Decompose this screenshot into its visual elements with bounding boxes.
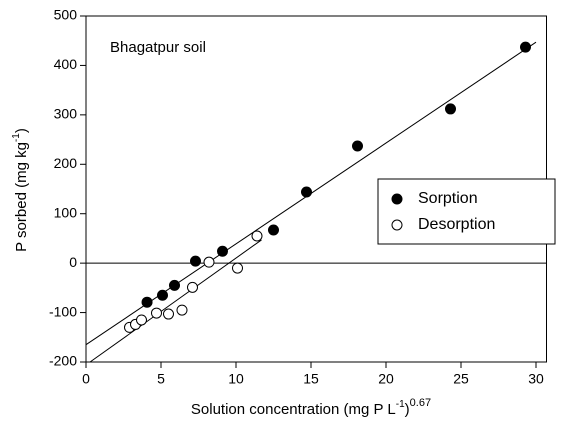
point bbox=[301, 186, 312, 198]
point bbox=[352, 140, 363, 152]
x-tick-label: 10 bbox=[228, 371, 244, 387]
point bbox=[232, 262, 243, 274]
x-tick-label: 0 bbox=[82, 371, 90, 387]
x-label-close: ) bbox=[405, 401, 410, 418]
y-axis-label: P sorbed (mg kg-1) bbox=[11, 128, 30, 252]
point bbox=[203, 256, 215, 268]
x-tick-label: 30 bbox=[528, 371, 544, 387]
y-tick-label: 0 bbox=[69, 254, 77, 270]
point bbox=[520, 41, 531, 53]
point bbox=[176, 304, 188, 316]
x-label-exp: 0.67 bbox=[410, 397, 431, 409]
fit-line bbox=[89, 239, 262, 363]
y-tick-label: 400 bbox=[54, 56, 78, 72]
y-tick-label: -100 bbox=[49, 303, 77, 319]
legend-label: Sorption bbox=[418, 190, 478, 207]
legend-label: Desorption bbox=[418, 216, 495, 233]
y-tick-label: 500 bbox=[54, 7, 78, 23]
annotation: Bhagatpur soil bbox=[110, 39, 206, 56]
y-label-sup: -1 bbox=[11, 133, 22, 142]
point bbox=[169, 279, 180, 291]
y-label-text: P sorbed (mg kg bbox=[13, 142, 30, 252]
point bbox=[151, 307, 162, 319]
x-tick-label: 5 bbox=[157, 371, 165, 387]
x-label-text: Solution concentration (mg P L bbox=[191, 401, 396, 418]
x-tick-label: 20 bbox=[378, 371, 394, 387]
point bbox=[445, 103, 456, 115]
point bbox=[136, 314, 147, 326]
point bbox=[268, 224, 279, 236]
x-label-sup: -1 bbox=[396, 399, 405, 410]
legend-marker bbox=[391, 219, 403, 231]
y-tick-label: 200 bbox=[54, 155, 78, 171]
point bbox=[141, 296, 153, 308]
legend-box bbox=[377, 178, 556, 245]
point bbox=[163, 308, 174, 320]
point bbox=[187, 281, 198, 293]
y-tick-label: -200 bbox=[49, 353, 77, 369]
y-tick-label: 300 bbox=[54, 106, 78, 122]
point bbox=[190, 255, 201, 267]
x-axis-label: Solution concentration (mg P L-1)0.67 bbox=[191, 397, 431, 418]
x-tick-label: 15 bbox=[303, 371, 319, 387]
x-tick-label: 25 bbox=[453, 371, 469, 387]
y-tick-label: 100 bbox=[54, 204, 78, 220]
y-label-close: ) bbox=[13, 128, 30, 133]
point bbox=[217, 245, 228, 257]
legend-marker bbox=[391, 193, 403, 205]
point bbox=[157, 289, 168, 301]
point bbox=[251, 230, 263, 242]
